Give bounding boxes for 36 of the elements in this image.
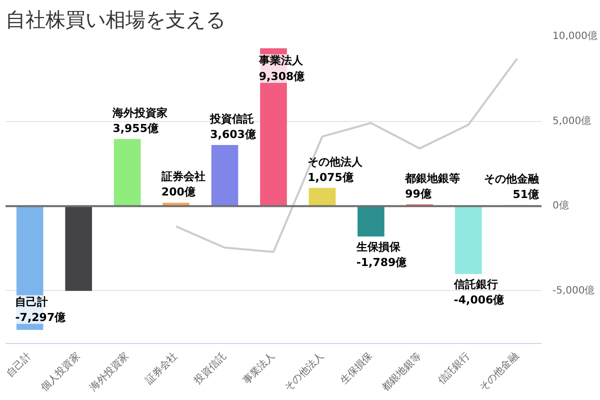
x-tick-label: 投資信託 — [191, 350, 229, 388]
data-label: 200億 — [161, 186, 196, 199]
category-label: その他法人 — [308, 155, 363, 168]
category-label: 事業法人 — [258, 54, 303, 68]
x-tick-label: 生保損保 — [338, 350, 375, 387]
x-tick-label: 信託銀行 — [436, 350, 472, 387]
data-label: -7,297億 — [15, 310, 67, 324]
x-tick-label: 自己計 — [4, 350, 34, 380]
category-label: 投資信託 — [210, 112, 254, 126]
y-tick-label: -5,000億 — [552, 284, 595, 296]
category-label: 自己計 — [15, 295, 48, 308]
category-label: 海外投資家 — [112, 106, 168, 120]
category-label: 信託銀行 — [454, 278, 498, 292]
x-tick-label: その他法人 — [282, 350, 326, 394]
category-label: 都銀地銀等 — [405, 172, 460, 185]
x-tick-label: 個人投資家 — [38, 350, 82, 394]
x-tick-label: 海外投資家 — [87, 350, 132, 394]
x-tick-label: 都銀地銀等 — [380, 350, 424, 394]
category-label: 証券会社 — [161, 170, 206, 184]
y-tick-label: 5,000億 — [552, 114, 592, 127]
data-label: 9,308億 — [258, 70, 306, 83]
data-label: 1,075億 — [308, 170, 354, 184]
x-tick-label: 証券会社 — [143, 350, 180, 387]
data-label: -1,789億 — [356, 256, 408, 270]
data-label: 3,603億 — [210, 128, 257, 141]
x-tick-label: その他金融 — [477, 350, 522, 394]
x-tick-label: 事業法人 — [240, 350, 278, 387]
data-label: 3,955億 — [112, 122, 160, 136]
data-label: 99億 — [405, 187, 432, 200]
y-tick-label: 10,000億 — [552, 30, 598, 42]
chart-title: 自社株買い相場を支える — [6, 8, 226, 32]
data-label: 51億 — [512, 188, 540, 202]
category-label: 生保損保 — [356, 240, 400, 254]
y-tick-label: 0億 — [552, 200, 569, 212]
category-label: その他金融 — [484, 172, 540, 186]
data-label: -4,006億 — [454, 294, 506, 307]
